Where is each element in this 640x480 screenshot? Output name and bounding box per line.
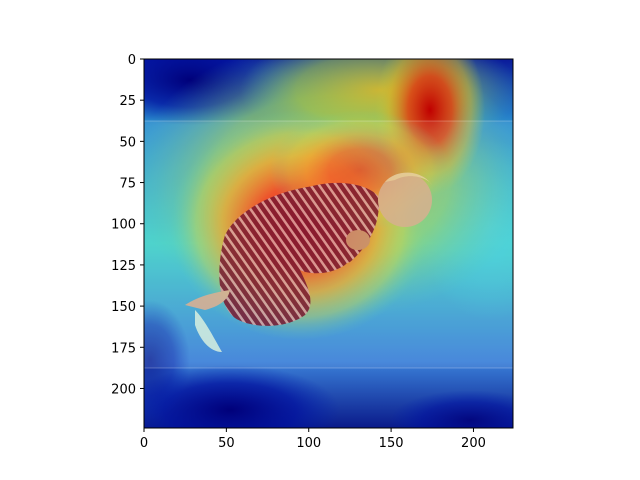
x-tick-label: 100 xyxy=(296,436,321,451)
plot-frame xyxy=(143,58,514,429)
y-tick-label: 75 xyxy=(119,177,136,192)
x-tick-label: 200 xyxy=(461,436,486,451)
heatmap-image xyxy=(144,59,513,428)
x-tick-label: 150 xyxy=(379,436,404,451)
y-tick-label: 200 xyxy=(111,382,136,397)
y-axis: 0 25 50 75 100 125 150 175 200 xyxy=(111,53,144,397)
y-tick-label: 50 xyxy=(119,135,136,150)
y-tick-label: 0 xyxy=(128,53,136,68)
y-tick-label: 100 xyxy=(111,218,136,233)
x-tick-label: 50 xyxy=(218,436,235,451)
x-axis: 0 50 100 150 200 xyxy=(140,428,486,451)
y-tick-label: 25 xyxy=(119,94,136,109)
x-tick-label: 0 xyxy=(140,436,148,451)
person-figure xyxy=(185,172,432,352)
y-tick-label: 175 xyxy=(111,341,136,356)
y-tick-label: 150 xyxy=(111,300,136,315)
y-tick-label: 125 xyxy=(111,259,136,274)
